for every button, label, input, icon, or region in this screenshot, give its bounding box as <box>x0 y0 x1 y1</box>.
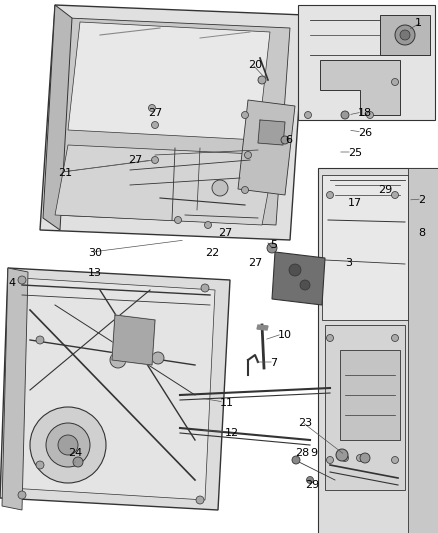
Text: 27: 27 <box>218 228 232 238</box>
Circle shape <box>395 25 415 45</box>
Polygon shape <box>408 168 438 533</box>
Circle shape <box>18 491 26 499</box>
Text: 9: 9 <box>310 448 317 458</box>
Polygon shape <box>43 5 72 230</box>
Circle shape <box>304 111 311 118</box>
Text: 13: 13 <box>88 268 102 278</box>
Polygon shape <box>54 18 290 225</box>
Circle shape <box>205 222 212 229</box>
Circle shape <box>300 280 310 290</box>
Circle shape <box>392 456 399 464</box>
Circle shape <box>196 496 204 504</box>
Polygon shape <box>238 100 295 195</box>
Circle shape <box>392 78 399 85</box>
Text: 24: 24 <box>68 448 82 458</box>
Text: 20: 20 <box>248 60 262 70</box>
Text: 6: 6 <box>285 135 292 145</box>
Circle shape <box>152 157 159 164</box>
Circle shape <box>110 352 126 368</box>
Circle shape <box>258 76 266 84</box>
Circle shape <box>152 352 164 364</box>
Text: 8: 8 <box>418 228 425 238</box>
Circle shape <box>30 407 106 483</box>
Circle shape <box>241 187 248 193</box>
Polygon shape <box>257 325 268 330</box>
Circle shape <box>326 335 333 342</box>
Circle shape <box>36 336 44 344</box>
Polygon shape <box>298 5 435 120</box>
Text: 27: 27 <box>128 155 142 165</box>
Polygon shape <box>68 22 270 140</box>
Circle shape <box>326 456 333 464</box>
Polygon shape <box>258 120 285 145</box>
Circle shape <box>212 180 228 196</box>
Circle shape <box>201 284 209 292</box>
Polygon shape <box>40 5 305 240</box>
Text: 3: 3 <box>345 258 352 268</box>
Text: 30: 30 <box>88 248 102 258</box>
Polygon shape <box>0 268 230 510</box>
Circle shape <box>36 461 44 469</box>
Circle shape <box>148 104 155 111</box>
Text: 17: 17 <box>348 198 362 208</box>
Polygon shape <box>318 168 438 533</box>
Polygon shape <box>325 325 405 490</box>
Circle shape <box>336 449 348 461</box>
Text: 23: 23 <box>298 418 312 428</box>
Circle shape <box>281 136 289 144</box>
Polygon shape <box>272 252 325 305</box>
Circle shape <box>360 453 370 463</box>
Circle shape <box>18 276 26 284</box>
Text: 12: 12 <box>225 428 239 438</box>
Circle shape <box>241 111 248 118</box>
Text: 29: 29 <box>305 480 319 490</box>
Circle shape <box>244 151 251 158</box>
Polygon shape <box>2 268 28 510</box>
Circle shape <box>152 122 159 128</box>
Circle shape <box>392 191 399 198</box>
Polygon shape <box>380 15 430 55</box>
Circle shape <box>326 191 333 198</box>
Text: 18: 18 <box>358 108 372 118</box>
Circle shape <box>73 457 83 467</box>
Polygon shape <box>55 145 275 225</box>
Circle shape <box>58 435 78 455</box>
Circle shape <box>46 423 90 467</box>
Text: 26: 26 <box>358 128 372 138</box>
Polygon shape <box>340 350 400 440</box>
Circle shape <box>367 111 374 118</box>
Circle shape <box>307 477 314 483</box>
Circle shape <box>292 456 300 464</box>
Polygon shape <box>320 60 400 115</box>
Text: 7: 7 <box>270 358 277 368</box>
Circle shape <box>400 30 410 40</box>
Circle shape <box>357 455 364 462</box>
Polygon shape <box>10 278 215 500</box>
Text: 25: 25 <box>348 148 362 158</box>
Text: 1: 1 <box>415 18 422 28</box>
Circle shape <box>341 111 349 119</box>
Text: 28: 28 <box>295 448 309 458</box>
Circle shape <box>289 264 301 276</box>
Text: 21: 21 <box>58 168 72 178</box>
Text: 29: 29 <box>378 185 392 195</box>
Circle shape <box>342 455 349 462</box>
Polygon shape <box>112 315 155 365</box>
Text: 4: 4 <box>8 278 15 288</box>
Circle shape <box>392 335 399 342</box>
Text: 22: 22 <box>205 248 219 258</box>
Circle shape <box>267 243 277 253</box>
Circle shape <box>174 216 181 223</box>
Text: 2: 2 <box>418 195 425 205</box>
Text: 27: 27 <box>148 108 162 118</box>
Text: 5: 5 <box>270 240 277 250</box>
Text: 10: 10 <box>278 330 292 340</box>
Text: 11: 11 <box>220 398 234 408</box>
Text: 27: 27 <box>248 258 262 268</box>
Polygon shape <box>322 175 408 320</box>
